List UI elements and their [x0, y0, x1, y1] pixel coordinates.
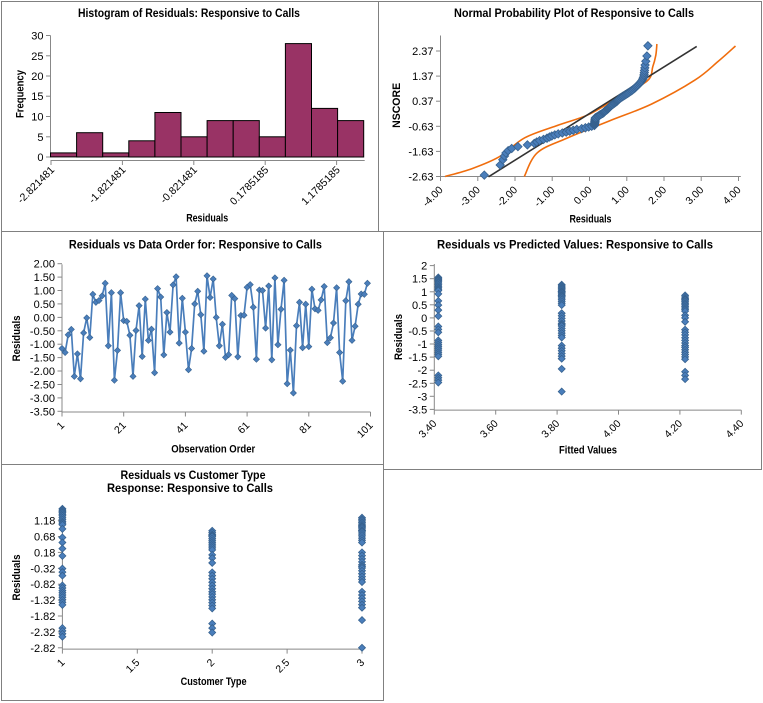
svg-text:Residuals: Residuals — [11, 315, 23, 361]
svg-text:0.50: 0.50 — [34, 299, 55, 311]
svg-text:-0.50: -0.50 — [30, 326, 55, 338]
svg-text:Normal Probability Plot of Res: Normal Probability Plot of Responsive to… — [454, 6, 694, 20]
svg-text:-3.50: -3.50 — [30, 406, 55, 418]
svg-text:-2.5: -2.5 — [408, 378, 427, 390]
svg-text:1.37: 1.37 — [412, 71, 433, 83]
svg-text:0.5: 0.5 — [412, 300, 427, 312]
svg-text:25: 25 — [31, 51, 43, 63]
svg-text:15: 15 — [31, 91, 43, 103]
svg-text:-1.00: -1.00 — [30, 339, 55, 351]
svg-text:10: 10 — [31, 112, 43, 124]
svg-text:Residuals: Residuals — [186, 213, 228, 225]
svg-text:-1.32: -1.32 — [30, 595, 55, 607]
svg-text:-3.5: -3.5 — [408, 404, 427, 416]
svg-text:-1.50: -1.50 — [30, 353, 55, 365]
svg-text:0: 0 — [421, 313, 427, 325]
svg-text:-2.63: -2.63 — [408, 172, 433, 184]
svg-text:-1: -1 — [418, 339, 428, 351]
svg-text:Residuals vs Data Order for: R: Residuals vs Data Order for: Responsive … — [69, 238, 322, 252]
svg-text:1.5: 1.5 — [412, 274, 427, 286]
svg-text:1.00: 1.00 — [34, 286, 55, 298]
svg-text:-1.63: -1.63 — [408, 146, 433, 158]
svg-text:2: 2 — [421, 261, 427, 273]
svg-text:0.37: 0.37 — [412, 96, 433, 108]
svg-text:0.00: 0.00 — [34, 312, 55, 324]
svg-text:Residuals: Residuals — [11, 555, 23, 601]
svg-text:Fitted Values: Fitted Values — [559, 444, 617, 456]
svg-text:-3: -3 — [418, 391, 428, 403]
svg-text:-2.82: -2.82 — [30, 643, 55, 655]
svg-text:2.37: 2.37 — [412, 46, 433, 58]
svg-text:-2.50: -2.50 — [30, 380, 55, 392]
svg-text:1.18: 1.18 — [34, 516, 55, 528]
svg-text:Residuals vs Customer Type: Residuals vs Customer Type — [121, 468, 266, 482]
svg-text:Frequency: Frequency — [15, 69, 27, 118]
svg-text:Observation Order: Observation Order — [171, 444, 256, 456]
svg-text:Residuals: Residuals — [393, 314, 405, 360]
svg-text:30: 30 — [31, 31, 43, 43]
svg-text:-0.82: -0.82 — [30, 579, 55, 591]
svg-text:Customer Type: Customer Type — [181, 676, 247, 688]
svg-text:1.50: 1.50 — [34, 272, 55, 284]
svg-text:Histogram of Residuals: Respon: Histogram of Residuals: Responsive to Ca… — [78, 6, 300, 20]
svg-text:-0.63: -0.63 — [408, 121, 433, 133]
svg-text:-1.5: -1.5 — [408, 352, 427, 364]
svg-text:0.68: 0.68 — [34, 532, 55, 544]
svg-text:1: 1 — [421, 287, 427, 299]
svg-text:-2.32: -2.32 — [30, 627, 55, 639]
svg-text:Residuals: Residuals — [570, 213, 612, 225]
svg-text:-0.5: -0.5 — [408, 326, 427, 338]
svg-text:-2: -2 — [418, 365, 428, 377]
svg-text:2.00: 2.00 — [34, 259, 55, 271]
svg-text:-0.32: -0.32 — [30, 563, 55, 575]
svg-text:0.18: 0.18 — [34, 547, 55, 559]
svg-text:Response: Responsive to Calls: Response: Responsive to Calls — [107, 481, 273, 495]
svg-text:NSCORE: NSCORE — [391, 83, 403, 128]
svg-text:-3.00: -3.00 — [30, 393, 55, 405]
svg-text:Residuals vs Predicted Values:: Residuals vs Predicted Values: Responsiv… — [437, 238, 713, 252]
svg-text:0: 0 — [37, 152, 43, 164]
svg-text:-2.00: -2.00 — [30, 366, 55, 378]
svg-text:20: 20 — [31, 71, 43, 83]
svg-text:5: 5 — [37, 132, 43, 144]
svg-text:-1.82: -1.82 — [30, 611, 55, 623]
